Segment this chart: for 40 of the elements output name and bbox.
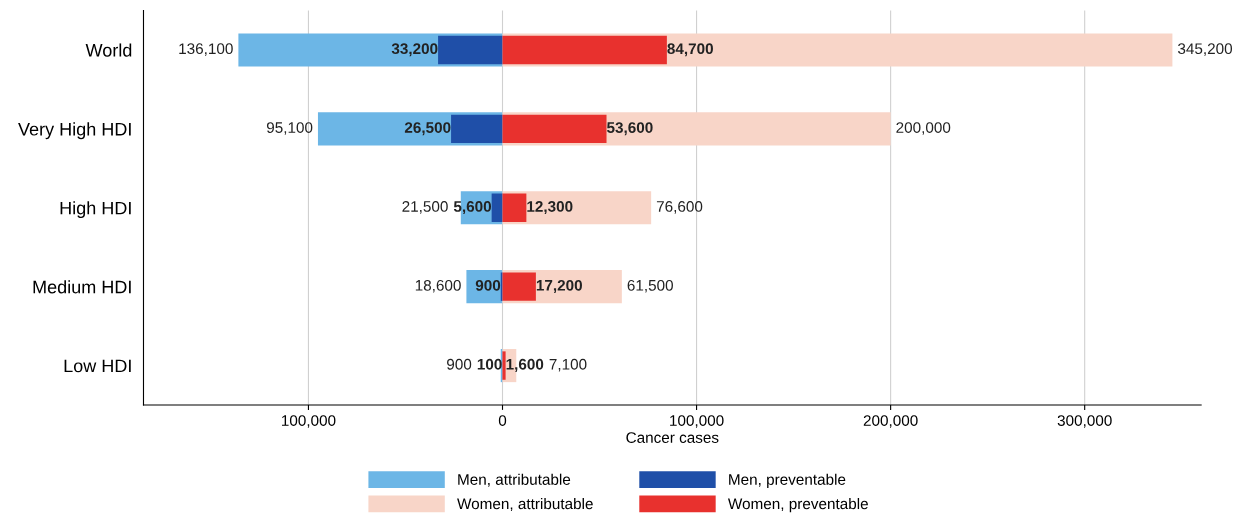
data-label: 76,600 [656, 201, 703, 214]
x-tick-label: 200,000 [863, 415, 918, 428]
data-label: 900 [447, 358, 472, 370]
legend-label: Men, attributable [458, 473, 571, 487]
y-tick-label: World [85, 43, 132, 57]
y-tick-label: Medium HDI [33, 280, 131, 294]
data-label: 1,600 [506, 358, 544, 372]
y-tick-label: Very High HDI [18, 122, 131, 140]
bar [502, 35, 667, 65]
y-tick-label: High HDI [60, 201, 131, 219]
legend-label: Men, preventable [729, 473, 846, 488]
bar [502, 114, 607, 144]
data-label: 84,700 [667, 43, 713, 57]
data-label: 18,600 [415, 279, 461, 293]
bar [491, 193, 503, 222]
data-label: 21,500 [402, 201, 448, 214]
data-label: 12,300 [527, 201, 573, 215]
x-axis-title: Cancer cases [626, 432, 719, 443]
data-label: 900 [475, 279, 501, 291]
data-label: 26,500 [404, 122, 451, 136]
bar [502, 193, 527, 222]
x-tick-label: 0 [498, 415, 507, 426]
data-label: 61,500 [627, 279, 673, 293]
bar [502, 272, 536, 301]
bar [451, 114, 503, 144]
x-tick-label: 100,000 [282, 415, 336, 428]
legend-label: Women, attributable [457, 497, 593, 511]
data-label: 17,200 [536, 279, 582, 293]
data-label: 53,600 [606, 122, 653, 136]
data-label: 7,100 [549, 358, 587, 372]
data-label: 136,100 [179, 43, 233, 56]
x-tick-label: 100,000 [670, 415, 724, 428]
legend-label: Women, preventable [727, 497, 868, 513]
data-label: 95,100 [266, 122, 313, 135]
data-label: 345,200 [1177, 43, 1233, 56]
x-tick-label: 300,000 [1057, 415, 1112, 428]
data-label: 200,000 [896, 122, 951, 135]
y-tick-label: Low HDI [64, 359, 131, 373]
bar [438, 35, 503, 65]
data-label: 33,200 [391, 43, 438, 57]
